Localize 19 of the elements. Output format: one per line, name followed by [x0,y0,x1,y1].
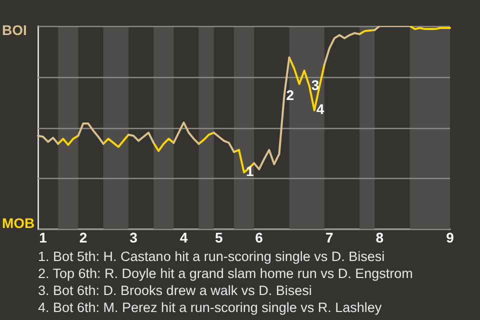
text: MOB [2,215,35,232]
annotation: 2 [286,86,294,103]
annotation: 1 [246,163,254,180]
text: 1. Bot 5th: H. Castano hit a run-scoring single vs D. Bisesi [38,248,386,265]
x-tick-label: 8 [376,229,384,246]
x-tick-label: 6 [255,229,264,246]
annotation: 4 [316,101,324,118]
x-tick-label: 1 [39,229,48,246]
x-tick-label: 5 [214,229,223,246]
x-tick-label: 4 [180,229,188,246]
text: 2. Top 6th: R. Doyle hit a grand slam home run vs D. Engstrom [38,265,414,282]
x-tick-label: 2 [79,229,88,246]
annotation: 3 [311,76,320,93]
text: 4. Bot 6th: M. Perez hit a run-scoring single vs R. Lashley [38,299,383,316]
x-tick-label: 3 [130,229,138,246]
text: 3. Bot 6th: D. Brooks drew a walk vs D. Bisesi [38,282,313,299]
x-tick-label: 7 [326,229,334,246]
text: BOI [2,22,27,38]
x-tick-label: 9 [446,229,454,246]
